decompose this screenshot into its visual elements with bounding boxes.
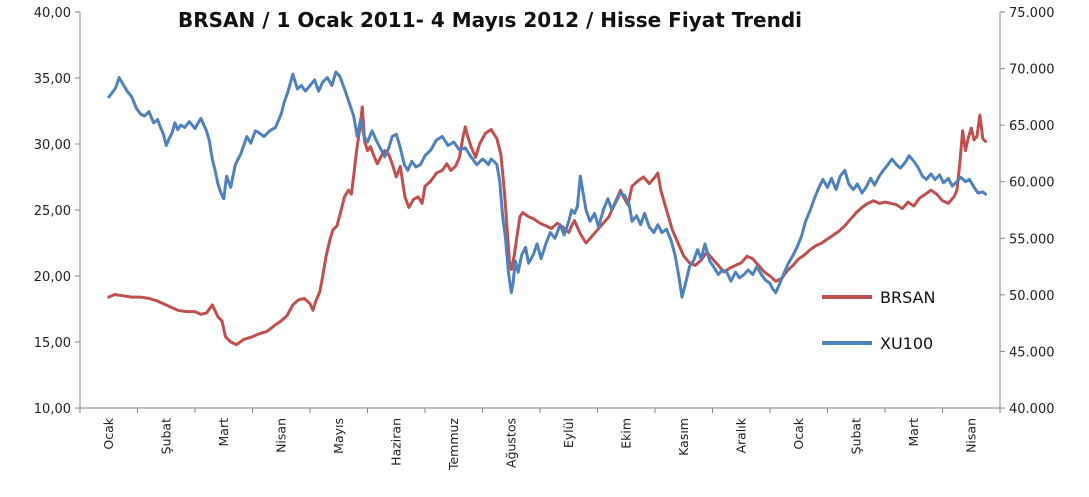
x-tick-label: Nisan (273, 418, 288, 453)
series-line-brsan (107, 105, 988, 347)
left-tick-label: 30,00 (34, 138, 71, 153)
x-tick-label: Aralık (733, 417, 748, 453)
left-tick-label: 40,00 (34, 6, 71, 21)
x-tick-label: Ocak (791, 417, 806, 449)
x-tick-label: Nisan (963, 418, 978, 453)
axes: 10,00 15,00 20,00 25,00 30,00 35,00 40,00 40.00… (34, 6, 1055, 471)
x-tick-label: Kasım (676, 418, 691, 456)
right-tick-label: 40.000 (1009, 402, 1055, 417)
chart-title: BRSAN / 1 Ocak 2011- 4 Mayıs 2012 / Hiss… (178, 8, 802, 32)
right-tick-label: 50.000 (1009, 289, 1055, 304)
left-tick-label: 20,00 (34, 270, 71, 285)
series-layer (107, 70, 988, 347)
x-tick-label: Mart (216, 418, 231, 447)
legend: BRSAN XU100 (822, 288, 935, 353)
right-tick-label: 45.000 (1009, 345, 1055, 360)
legend-label-brsan: BRSAN (880, 288, 935, 307)
left-tick-label: 35,00 (34, 72, 71, 87)
x-tick-label: Şubat (848, 418, 863, 454)
x-tick-label: Haziran (388, 418, 403, 466)
left-tick-label: 25,00 (34, 204, 71, 219)
right-tick-label: 65.000 (1009, 119, 1055, 134)
x-tick-label: Ocak (101, 417, 116, 449)
x-tick-label: Eylül (561, 418, 576, 448)
x-tick-label: Ağustos (503, 418, 518, 468)
x-tick-label: Temmuz (446, 418, 461, 471)
left-tick-label: 10,00 (34, 402, 71, 417)
series-line-xu100 (107, 70, 988, 299)
x-tick-label: Mayıs (331, 418, 346, 454)
right-tick-label: 70.000 (1009, 63, 1055, 78)
x-tick-label: Şubat (158, 418, 173, 454)
right-tick-label: 55.000 (1009, 232, 1055, 247)
right-tick-label: 75.000 (1009, 6, 1055, 21)
right-tick-label: 60.000 (1009, 176, 1055, 191)
legend-label-xu100: XU100 (880, 334, 933, 353)
x-tick-label: Ekim (618, 418, 633, 449)
left-tick-label: 15,00 (34, 336, 71, 351)
x-tick-label: Mart (906, 418, 921, 447)
